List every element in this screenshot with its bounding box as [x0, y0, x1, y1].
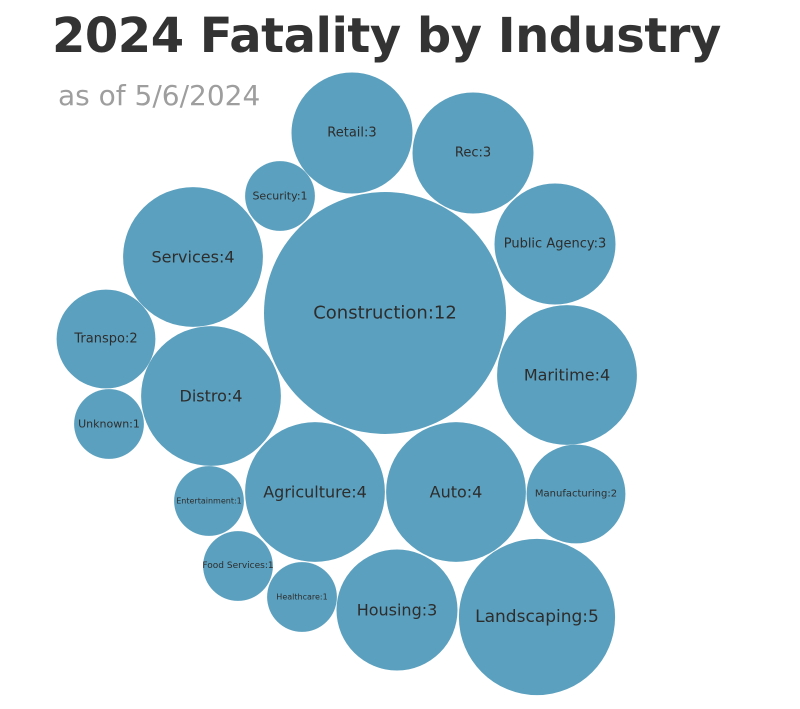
bubble-public-agency: Public Agency:3: [494, 183, 616, 305]
bubble-label-housing: Housing:3: [357, 601, 438, 620]
bubble-circle-public-agency: [494, 183, 616, 305]
bubble-circle-housing: [336, 549, 458, 671]
bubble-transpo: Transpo:2: [56, 289, 156, 389]
bubble-label-construction: Construction:12: [313, 303, 457, 324]
bubble-circle-landscaping: [458, 538, 616, 696]
bubble-label-maritime: Maritime:4: [524, 366, 610, 385]
bubble-distro: Distro:4: [141, 326, 281, 466]
bubble-circle-entertainment: [174, 466, 244, 536]
bubble-label-unknown: Unknown:1: [78, 418, 140, 431]
bubble-label-auto: Auto:4: [430, 483, 483, 502]
chart-title: 2024 Fatality by Industry: [52, 8, 721, 64]
bubble-circle-construction: [264, 192, 506, 434]
bubble-unknown: Unknown:1: [74, 389, 144, 459]
bubble-maritime: Maritime:4: [497, 305, 637, 445]
bubble-circle-rec: [412, 92, 534, 214]
bubble-circle-distro: [141, 326, 281, 466]
bubble-label-entertainment: Entertainment:1: [176, 497, 242, 506]
bubble-construction: Construction:12: [264, 192, 506, 434]
bubble-label-services: Services:4: [151, 248, 234, 267]
bubble-auto: Auto:4: [386, 422, 526, 562]
bubble-circle-healthcare: [267, 562, 337, 632]
bubble-label-public-agency: Public Agency:3: [504, 237, 607, 252]
bubble-label-agriculture: Agriculture:4: [263, 483, 367, 502]
bubble-label-healthcare: Healthcare:1: [276, 593, 327, 602]
bubble-label-security: Security:1: [252, 190, 307, 203]
bubble-circle-services: [123, 187, 263, 327]
bubble-rec: Rec:3: [412, 92, 534, 214]
bubble-food-services: Food Services:1: [202, 531, 274, 601]
bubble-label-manufacturing: Manufacturing:2: [535, 489, 617, 500]
bubble-circle-manufacturing: [526, 444, 626, 544]
bubble-label-landscaping: Landscaping:5: [475, 607, 599, 627]
bubble-retail: Retail:3: [291, 72, 413, 194]
bubble-label-rec: Rec:3: [455, 146, 491, 161]
bubble-manufacturing: Manufacturing:2: [526, 444, 626, 544]
bubble-circle-transpo: [56, 289, 156, 389]
bubble-entertainment: Entertainment:1: [174, 466, 244, 536]
bubble-label-distro: Distro:4: [180, 387, 243, 406]
chart-subtitle: as of 5/6/2024: [58, 79, 261, 112]
bubble-label-food-services: Food Services:1: [202, 561, 273, 571]
bubble-circle-unknown: [74, 389, 144, 459]
bubble-circle-retail: [291, 72, 413, 194]
bubble-label-retail: Retail:3: [327, 126, 376, 141]
bubble-circle-security: [245, 161, 315, 231]
bubble-circle-food-services: [203, 531, 273, 601]
bubble-landscaping: Landscaping:5: [458, 538, 616, 696]
bubble-agriculture: Agriculture:4: [245, 422, 385, 562]
bubble-circle-maritime: [497, 305, 637, 445]
bubble-circle-auto: [386, 422, 526, 562]
bubble-circle-agriculture: [245, 422, 385, 562]
bubble-healthcare: Healthcare:1: [267, 562, 337, 632]
bubble-housing: Housing:3: [336, 549, 458, 671]
bubble-label-transpo: Transpo:2: [73, 332, 137, 347]
bubble-security: Security:1: [245, 161, 315, 231]
bubble-services: Services:4: [123, 187, 263, 327]
